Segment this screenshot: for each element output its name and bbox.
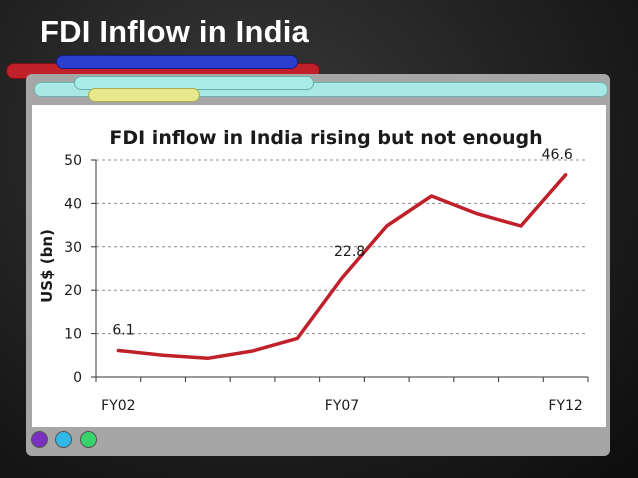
series-line-0	[116, 173, 568, 361]
data-point-FY07	[340, 276, 344, 280]
data-point-FY09	[429, 194, 433, 198]
data-point-FY02	[116, 349, 120, 353]
y-axis-label: US$ (bn)	[38, 229, 56, 303]
purple-dot-icon	[31, 431, 48, 448]
series-layer	[116, 173, 568, 361]
chart-panel	[32, 105, 606, 427]
data-point-FY04	[206, 356, 210, 360]
data-point-FY03	[161, 353, 165, 357]
data-label-FY07: 22.8	[334, 244, 365, 260]
blue-dot-icon	[55, 431, 72, 448]
y-tick-label-20: 20	[64, 283, 82, 299]
chart-title: FDI inflow in India rising but not enoug…	[109, 127, 542, 149]
y-tick-label-30: 30	[64, 240, 82, 256]
x-tick-label-FY12: FY12	[548, 398, 582, 414]
tick-labels: 0 10 20 30 40 50 FY02 FY07 FY12	[64, 153, 583, 414]
green-dot-icon	[80, 431, 97, 448]
y-tick-label-40: 40	[64, 196, 82, 212]
data-point-FY05	[251, 349, 255, 353]
decorative-yellow-bar	[88, 88, 200, 102]
data-point-FY11	[519, 224, 523, 228]
gridlines	[96, 159, 588, 335]
y-tick-label-0: 0	[73, 370, 82, 386]
data-point-FY08	[385, 224, 389, 228]
axes	[91, 159, 589, 382]
y-tick-label-50: 50	[64, 153, 82, 169]
x-tick-label-FY07: FY07	[325, 398, 359, 414]
data-labels: 6.1 22.8 46.6	[112, 147, 573, 339]
data-label-FY02: 6.1	[112, 323, 134, 339]
data-point-FY12	[564, 173, 568, 177]
y-tick-label-10: 10	[64, 327, 82, 343]
x-tick-label-FY02: FY02	[101, 398, 135, 414]
slide-title: FDI Inflow in India	[40, 14, 309, 49]
decorative-blue-bar	[56, 55, 298, 69]
data-point-FY06	[295, 336, 299, 340]
data-label-FY12: 46.6	[542, 147, 573, 163]
data-point-FY10	[474, 211, 478, 215]
